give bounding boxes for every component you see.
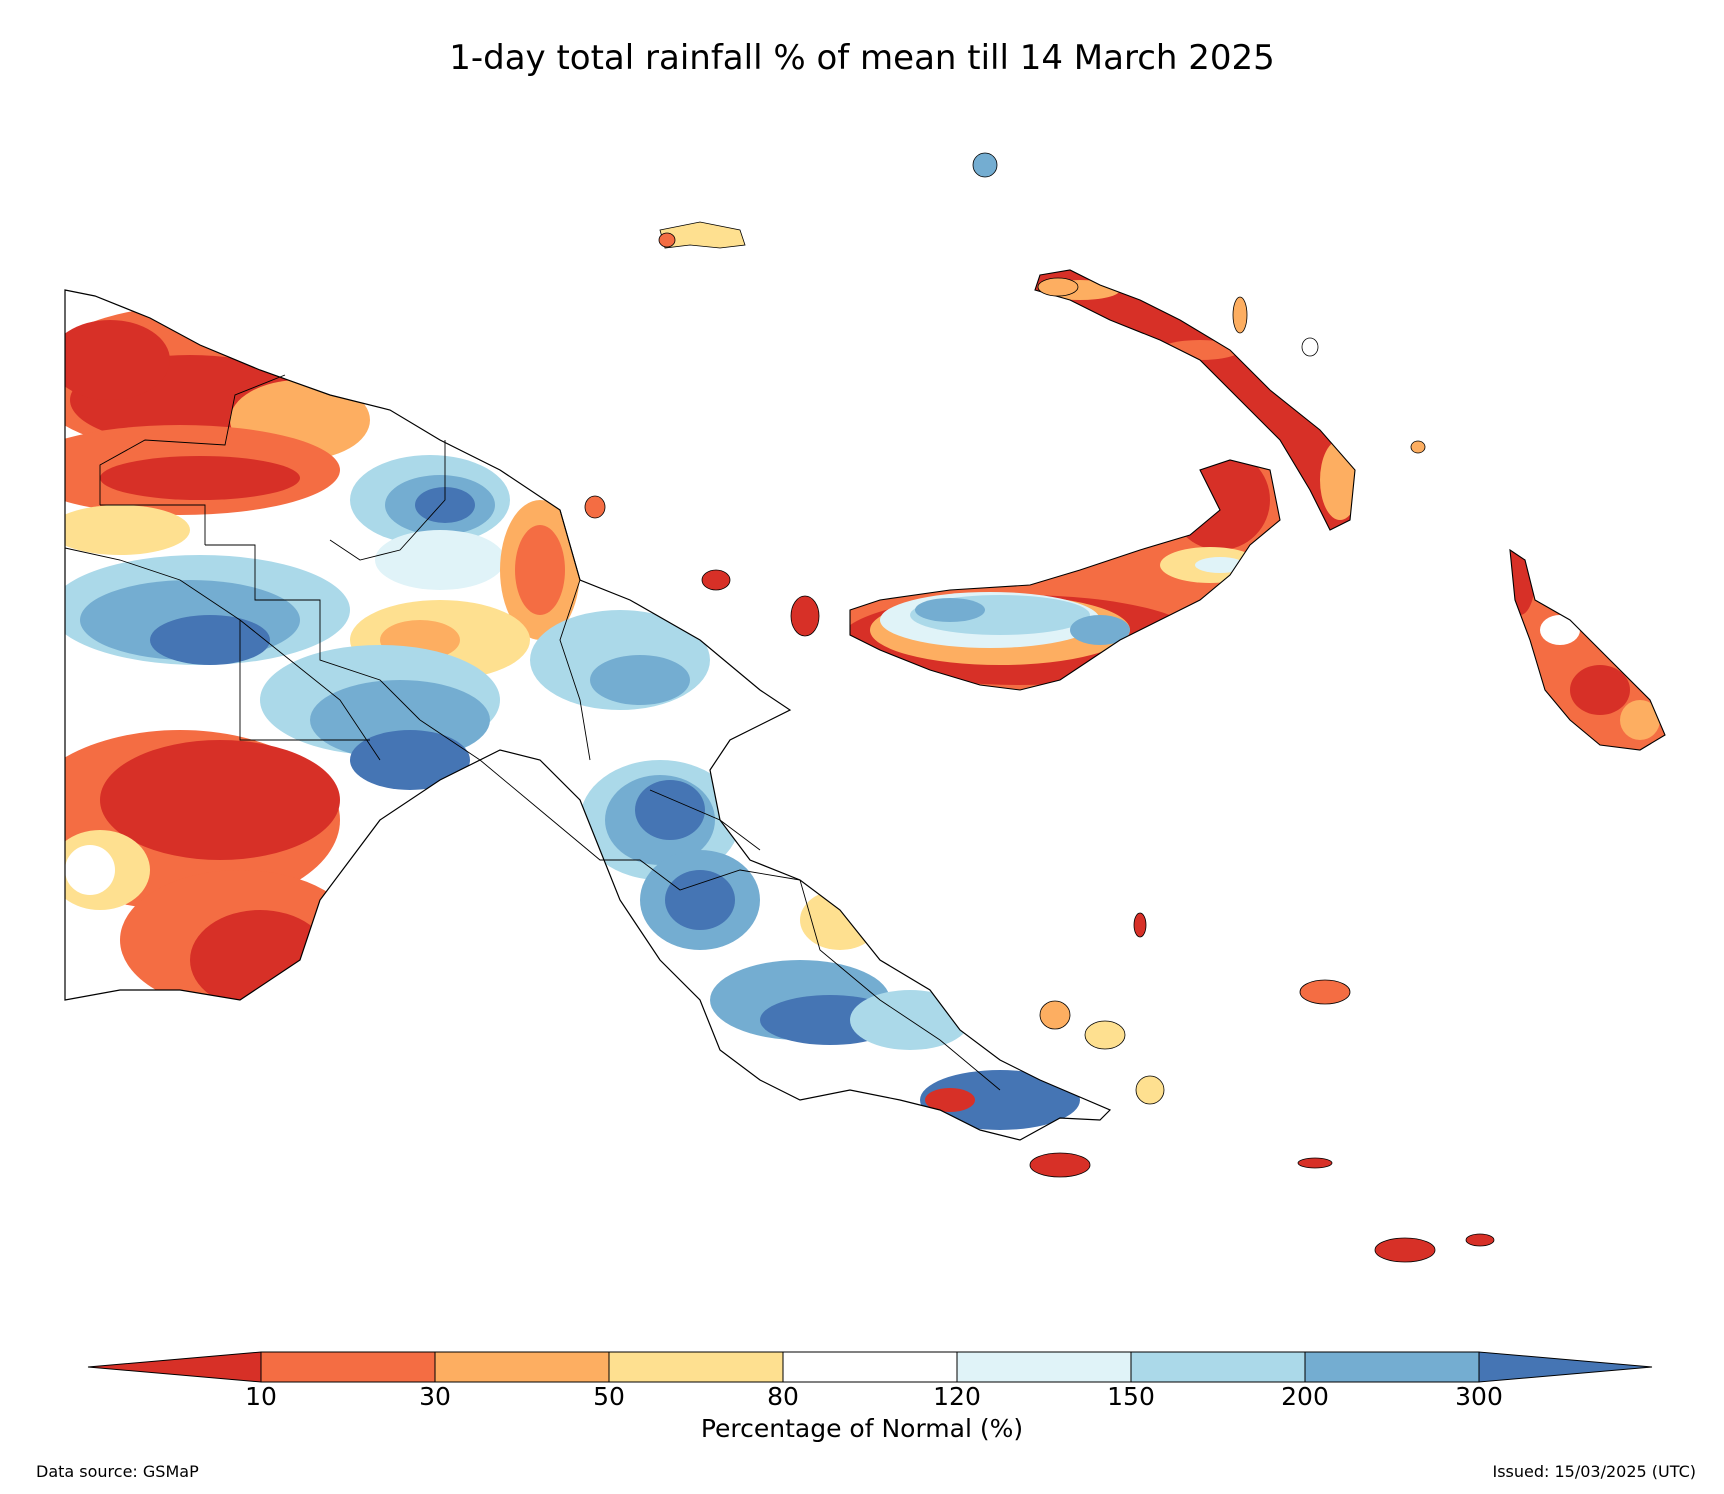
colorbar-bin-200-300 — [1304, 1351, 1480, 1383]
colorbar-bin-120-150 — [956, 1351, 1132, 1383]
colorbar-bin-30-50 — [434, 1351, 610, 1383]
colorbar-tick: 120 — [933, 1382, 981, 1411]
colorbar-tick: 80 — [767, 1382, 799, 1411]
colorbar — [87, 1351, 1653, 1383]
issued-date: Issued: 15/03/2025 (UTC) — [1492, 1462, 1696, 1481]
colorbar-tick: 30 — [419, 1382, 451, 1411]
colorbar-min-arrow — [87, 1351, 262, 1383]
colorbar-bin-150-200 — [1130, 1351, 1306, 1383]
colorbar-bin-80-120 — [782, 1351, 958, 1383]
colorbar-bin-10-30 — [260, 1351, 436, 1383]
mainland-rainfall — [65, 290, 1110, 1140]
bougainville-rainfall — [1510, 550, 1665, 750]
data-source: Data source: GSMaP — [36, 1462, 199, 1481]
map-title: 1-day total rainfall % of mean till 14 M… — [449, 38, 1275, 78]
colorbar-max-arrow — [1478, 1351, 1653, 1383]
colorbar-bin-50-80 — [608, 1351, 784, 1383]
colorbar-tick: 50 — [593, 1382, 625, 1411]
province-boundaries — [64, 374, 1001, 1091]
colorbar-tick: 300 — [1455, 1382, 1503, 1411]
colorbar-tick: 150 — [1107, 1382, 1155, 1411]
new-ireland-rainfall — [1035, 270, 1355, 530]
bougainville-outline — [1509, 548, 1666, 751]
colorbar-tick: 10 — [245, 1382, 277, 1411]
new-britain-outline — [849, 459, 1281, 691]
colorbar-tick: 200 — [1281, 1382, 1329, 1411]
colorbar-label: Percentage of Normal (%) — [700, 1414, 1024, 1443]
small-islands — [584, 152, 1495, 1263]
new-ireland-outline — [1034, 269, 1356, 531]
